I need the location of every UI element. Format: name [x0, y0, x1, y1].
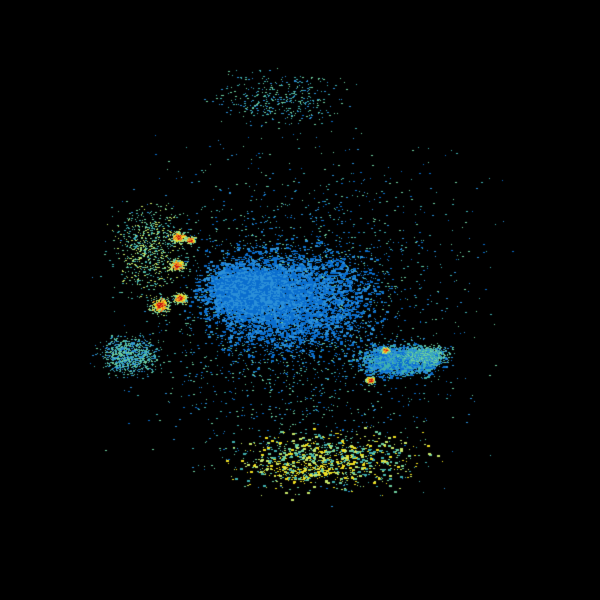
radar-image: [0, 0, 600, 600]
